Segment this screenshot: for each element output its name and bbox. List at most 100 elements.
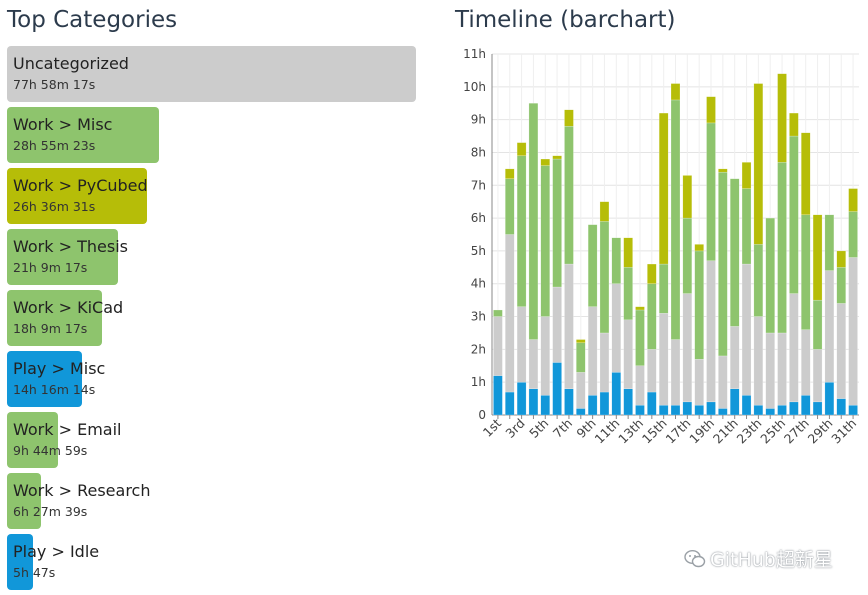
bar-segment xyxy=(765,217,775,334)
bar-segment xyxy=(848,257,858,406)
category-row: Work > Email 9h 44m 59s xyxy=(7,412,417,468)
bar-segment xyxy=(801,132,811,216)
y-tick-label: 0 xyxy=(478,408,486,422)
bar-segment xyxy=(753,404,764,416)
bar-segment xyxy=(753,316,764,406)
bar-segment xyxy=(647,349,657,393)
y-tick-label: 11h xyxy=(463,47,486,61)
timeline-barchart: 01h2h3h4h5h6h7h8h9h10h11h1st3rd5th7th9th… xyxy=(463,47,859,447)
bar-segment xyxy=(528,103,539,340)
y-tick-label: 7h xyxy=(471,178,486,192)
bar-segment xyxy=(718,171,728,357)
category-duration: 77h 58m 17s xyxy=(13,77,96,92)
x-tick-label: 11th xyxy=(592,416,623,447)
bar-segment xyxy=(753,244,764,317)
bar-segment xyxy=(540,165,550,317)
x-tick-label: 7th xyxy=(550,416,575,441)
x-tick-label: 19th xyxy=(686,416,717,447)
x-tick-label: 15th xyxy=(639,416,670,447)
x-tick-label: 23th xyxy=(734,416,765,447)
y-tick-label: 8h xyxy=(471,145,486,159)
bar-segment xyxy=(552,286,562,363)
bar-segment xyxy=(623,388,633,416)
category-text: Work > Email 9h 44m 59s xyxy=(13,420,121,460)
x-tick-label: 27th xyxy=(781,416,812,447)
category-label: Play > Misc xyxy=(13,359,106,378)
category-text: Play > Misc 14h 16m 14s xyxy=(13,359,105,399)
bar-segment xyxy=(682,175,693,219)
category-row: Work > Misc 28h 55m 23s xyxy=(7,107,417,163)
category-bar xyxy=(7,351,82,407)
bar-segment xyxy=(824,381,835,416)
bar-segment xyxy=(647,263,657,284)
bar-segment xyxy=(540,316,550,396)
category-row: Play > Idle 5h 47s xyxy=(7,534,417,590)
category-text: Uncategorized 77h 58m 17s xyxy=(13,54,129,94)
x-tick-label: 3rd xyxy=(502,416,527,441)
bar-segment xyxy=(599,391,610,416)
bar-segment xyxy=(729,178,740,327)
bar-segment xyxy=(528,388,539,416)
x-tick-label: 17th xyxy=(663,416,694,447)
category-duration: 9h 44m 59s xyxy=(13,443,88,458)
bar-segment xyxy=(812,299,823,350)
bar-segment xyxy=(789,401,799,416)
x-tick-label: 29th xyxy=(805,416,836,447)
category-duration: 14h 16m 14s xyxy=(13,382,96,397)
bar-segment xyxy=(505,391,515,416)
bar-segment xyxy=(564,109,574,127)
bar-segment xyxy=(576,342,586,373)
category-bar xyxy=(7,473,41,529)
category-duration: 6h 27m 39s xyxy=(13,504,88,519)
bar-segment xyxy=(718,168,728,173)
bar-segment xyxy=(623,319,633,389)
category-label: Work > Research xyxy=(13,481,151,500)
y-tick-label: 10h xyxy=(463,80,486,94)
bar-segment xyxy=(623,267,633,321)
bar-segment xyxy=(658,313,669,406)
bar-segment xyxy=(564,388,574,416)
category-label: Work > PyCubed xyxy=(13,176,148,195)
bar-segment xyxy=(635,365,645,406)
bar-segment xyxy=(765,408,775,416)
category-row: Play > Misc 14h 16m 14s xyxy=(7,351,417,407)
bar-segment xyxy=(576,372,586,409)
bar-segment xyxy=(647,283,657,350)
bar-segment xyxy=(576,339,586,344)
category-row: Work > PyCubed 26h 36m 31s xyxy=(7,168,417,224)
y-tick-label: 5h xyxy=(471,244,486,258)
category-bar xyxy=(7,46,416,102)
bar-segment xyxy=(516,155,527,307)
bar-segment xyxy=(647,391,657,416)
bar-segment xyxy=(753,83,764,245)
bar-segment xyxy=(599,332,610,393)
bar-segment xyxy=(741,395,752,416)
category-duration: 28h 55m 23s xyxy=(13,138,96,153)
category-duration: 26h 36m 31s xyxy=(13,199,96,214)
bar-segment xyxy=(836,398,846,416)
bar-segment xyxy=(493,316,503,376)
category-bar xyxy=(7,534,33,590)
bar-segment xyxy=(635,309,645,366)
bar-segment xyxy=(694,404,704,416)
bar-segment xyxy=(682,217,693,294)
category-label: Work > Misc xyxy=(13,115,113,134)
bar-segment xyxy=(516,142,527,156)
bar-segment xyxy=(576,408,586,416)
watermark: GitHub超新星 xyxy=(684,545,833,572)
bar-segment xyxy=(812,214,823,301)
y-tick-label: 6h xyxy=(471,211,486,225)
category-bar xyxy=(7,107,159,163)
bar-segment xyxy=(741,162,752,189)
bar-segment xyxy=(587,306,598,396)
bar-segment xyxy=(599,201,610,222)
category-label: Work > Thesis xyxy=(13,237,128,256)
bar-segment xyxy=(635,306,645,311)
bar-segment xyxy=(777,404,787,416)
y-tick-label: 4h xyxy=(471,277,486,291)
category-duration: 5h 47s xyxy=(13,565,56,580)
bar-segment xyxy=(718,355,728,409)
bar-segment xyxy=(552,158,562,288)
y-tick-label: 1h xyxy=(471,375,486,389)
bar-segment xyxy=(564,125,574,265)
